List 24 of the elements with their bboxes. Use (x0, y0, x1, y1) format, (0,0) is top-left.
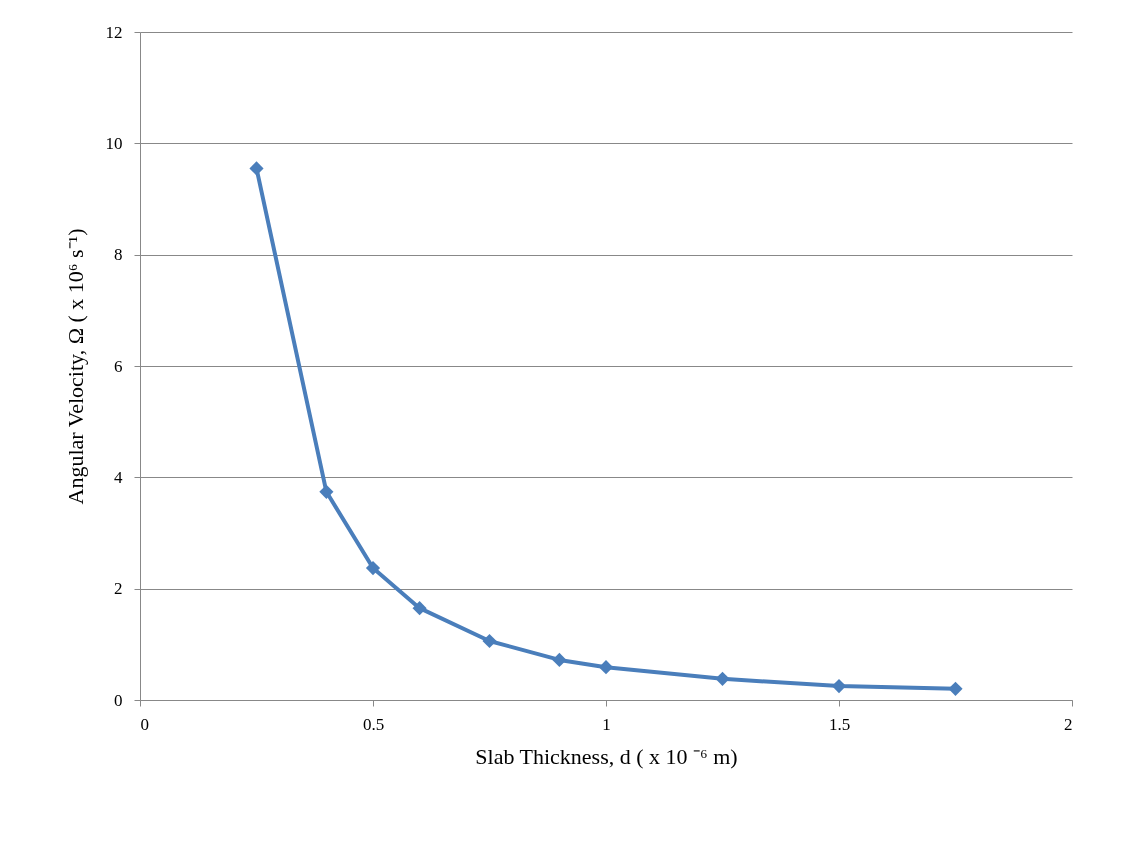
point (365, 561, 381, 576)
y-tick-label: 6 (114, 356, 123, 376)
x-tick-label: 1.5 (828, 714, 851, 734)
x-tick-label: 2 (1064, 714, 1073, 734)
y-tick-label: 10 (105, 133, 123, 153)
x-tick-label: 1 (602, 714, 611, 734)
x-axis-title: Slab Thickness, d ( x 10 ⁻⁶ m) (475, 743, 738, 769)
point (249, 161, 264, 176)
y-tick-label: 8 (114, 245, 123, 265)
point (598, 660, 614, 675)
y-axis-title: Angular Velocity, Ω ( x 10⁶ s⁻¹) (62, 228, 88, 505)
point (552, 652, 567, 667)
y-tick-label: 12 (105, 22, 123, 42)
y-tick-label: 2 (114, 579, 123, 599)
point (831, 679, 847, 694)
x-tick-label: 0 (140, 714, 149, 734)
x-tick-label: 0.5 (362, 714, 385, 734)
point (412, 601, 427, 616)
point (715, 671, 730, 686)
point (482, 633, 497, 649)
y-tick-label: 4 (114, 467, 123, 487)
y-tick-label: 0 (114, 690, 123, 710)
point (319, 484, 334, 499)
point (948, 681, 963, 696)
